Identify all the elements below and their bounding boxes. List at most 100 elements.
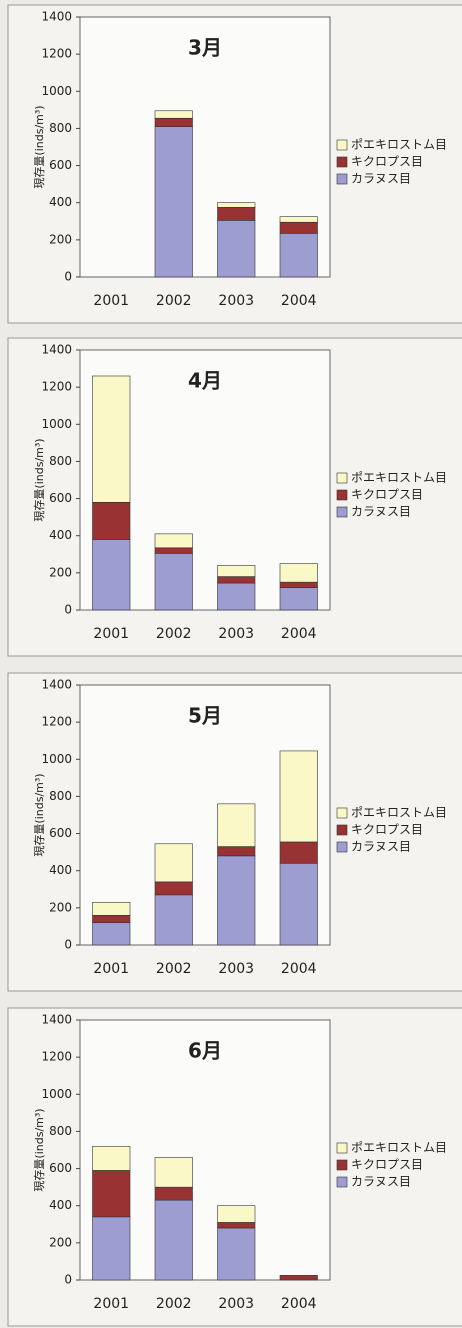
legend-label: キクロプス目: [351, 823, 423, 837]
bar-segment: [279, 841, 318, 864]
y-tick-label: 0: [64, 270, 72, 284]
legend-label: ポエキロストム目: [351, 138, 447, 152]
bar-segment: [92, 1216, 131, 1281]
y-axis-label: 現存量(inds/m³): [32, 105, 46, 188]
x-tick-label: 2003: [218, 626, 254, 642]
bar-segment: [154, 894, 193, 946]
chart-title: 4月: [188, 369, 222, 393]
y-tick-label: 400: [49, 1198, 72, 1212]
bar-segment: [154, 1157, 193, 1188]
y-tick-label: 1200: [41, 47, 72, 61]
bar-segment: [92, 539, 131, 611]
y-tick-label: 600: [49, 826, 72, 840]
legend-label: カラヌス目: [351, 505, 411, 519]
bar-segment: [279, 587, 318, 611]
x-tick-label: 2004: [281, 626, 317, 642]
bar-segment: [217, 803, 256, 847]
legend-label: ポエキロストム目: [351, 1141, 447, 1155]
x-tick-label: 2003: [218, 293, 254, 309]
bar-segment: [217, 202, 256, 208]
bar-segment: [279, 563, 318, 583]
y-tick-label: 1200: [41, 715, 72, 729]
bar-segment: [217, 855, 256, 946]
legend-label: カラヌス目: [351, 840, 411, 854]
y-tick-label: 0: [64, 1273, 72, 1287]
y-tick-label: 200: [49, 900, 72, 914]
y-tick-label: 1200: [41, 380, 72, 394]
bar-segment: [154, 126, 193, 278]
bar-segment: [217, 1227, 256, 1281]
bar-segment: [154, 117, 193, 127]
chart-title: 3月: [188, 36, 222, 60]
bar-segment: [279, 1275, 318, 1281]
legend-label: キクロプス目: [351, 1158, 423, 1172]
bar-segment: [217, 576, 256, 584]
y-tick-label: 800: [49, 454, 72, 468]
x-tick-label: 2002: [156, 293, 192, 309]
y-tick-label: 200: [49, 1235, 72, 1249]
legend-swatch: [336, 807, 348, 819]
x-tick-label: 2004: [281, 293, 317, 309]
x-tick-label: 2001: [93, 293, 129, 309]
y-tick-label: 200: [49, 232, 72, 246]
y-tick-label: 1000: [41, 1087, 72, 1101]
y-tick-label: 600: [49, 158, 72, 172]
legend-swatch: [336, 1176, 348, 1188]
y-tick-label: 1400: [41, 1013, 72, 1027]
bar-segment: [217, 1205, 256, 1223]
bar-segment: [279, 581, 318, 589]
y-tick-label: 400: [49, 863, 72, 877]
y-tick-label: 1400: [41, 10, 72, 24]
bar-segment: [154, 881, 193, 896]
x-tick-label: 2001: [93, 961, 129, 977]
x-tick-label: 2002: [156, 1296, 192, 1312]
bar-segment: [92, 375, 131, 503]
legend-swatch: [336, 139, 348, 151]
y-axis-label: 現存量(inds/m³): [32, 773, 46, 856]
y-tick-label: 1400: [41, 678, 72, 692]
y-axis-label: 現存量(inds/m³): [32, 1108, 46, 1191]
x-tick-label: 2004: [281, 961, 317, 977]
bar-segment: [279, 233, 318, 278]
y-tick-label: 1000: [41, 84, 72, 98]
legend-swatch: [336, 489, 348, 501]
y-tick-label: 600: [49, 1161, 72, 1175]
bar-segment: [154, 533, 193, 549]
bar-segment: [279, 750, 318, 843]
legend-label: キクロプス目: [351, 488, 423, 502]
bar-segment: [154, 1186, 193, 1201]
legend-label: カラヌス目: [351, 172, 411, 186]
bar-segment: [279, 216, 318, 223]
x-tick-label: 2004: [281, 1296, 317, 1312]
y-tick-label: 1000: [41, 417, 72, 431]
legend-swatch: [336, 841, 348, 853]
y-tick-label: 1400: [41, 343, 72, 357]
bar-segment: [92, 922, 131, 946]
bar-segment: [154, 843, 193, 883]
y-tick-label: 800: [49, 789, 72, 803]
bar-segment: [92, 901, 131, 916]
legend-label: ポエキロストム目: [351, 806, 447, 820]
x-tick-label: 2003: [218, 1296, 254, 1312]
bar-segment: [92, 914, 131, 924]
y-tick-label: 800: [49, 1124, 72, 1138]
y-tick-label: 800: [49, 121, 72, 135]
legend-swatch: [336, 472, 348, 484]
legend-label: カラヌス目: [351, 1175, 411, 1189]
legend-swatch: [336, 824, 348, 836]
y-tick-label: 0: [64, 938, 72, 952]
y-axis-label: 現存量(inds/m³): [32, 438, 46, 521]
y-tick-label: 400: [49, 195, 72, 209]
x-tick-label: 2003: [218, 961, 254, 977]
bar-segment: [217, 846, 256, 857]
bar-segment: [92, 1170, 131, 1218]
bar-segment: [217, 565, 256, 577]
x-tick-label: 2002: [156, 626, 192, 642]
y-tick-label: 0: [64, 603, 72, 617]
bar-segment: [217, 207, 256, 221]
legend-swatch: [336, 156, 348, 168]
x-tick-label: 2002: [156, 961, 192, 977]
bar-segment: [154, 553, 193, 611]
x-tick-label: 2001: [93, 1296, 129, 1312]
